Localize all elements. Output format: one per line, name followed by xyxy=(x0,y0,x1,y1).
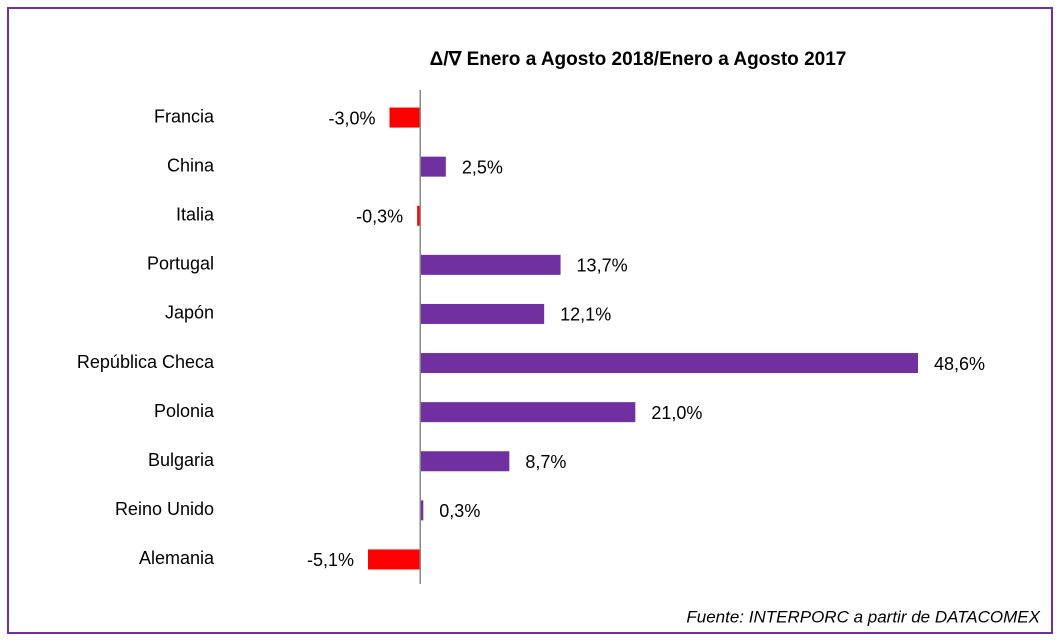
value-label: -3,0% xyxy=(328,108,375,128)
category-label: República Checa xyxy=(77,352,215,372)
chart-title: Δ/∇ Enero a Agosto 2018/Enero a Agosto 2… xyxy=(430,49,847,70)
category-label: Portugal xyxy=(147,254,214,274)
category-label: Japón xyxy=(165,303,214,323)
value-label: -0,3% xyxy=(356,207,403,227)
category-label: Francia xyxy=(154,106,215,126)
value-label: 13,7% xyxy=(577,256,628,276)
category-label: Bulgaria xyxy=(148,450,215,470)
category-label: Italia xyxy=(176,205,215,225)
bar xyxy=(420,303,545,324)
bar xyxy=(417,205,421,226)
category-label: Alemania xyxy=(139,548,215,568)
bar xyxy=(420,156,446,177)
bar xyxy=(420,500,424,521)
value-label: 12,1% xyxy=(560,305,611,325)
bar xyxy=(420,254,561,275)
category-label: Polonia xyxy=(154,401,215,421)
value-label: 48,6% xyxy=(934,354,985,374)
bar xyxy=(420,402,636,423)
value-label: 0,3% xyxy=(439,501,480,521)
category-label: China xyxy=(167,155,215,175)
value-label: 2,5% xyxy=(462,157,503,177)
bar xyxy=(368,549,421,570)
bar xyxy=(389,107,421,128)
value-label: 8,7% xyxy=(525,452,566,472)
value-label: 21,0% xyxy=(651,403,702,423)
source-note: Fuente: INTERPORC a partir de DATACOMEX xyxy=(686,607,1040,626)
bar xyxy=(420,451,510,472)
category-label: Reino Unido xyxy=(115,499,214,519)
bar xyxy=(420,353,918,374)
value-label: -5,1% xyxy=(307,550,354,570)
